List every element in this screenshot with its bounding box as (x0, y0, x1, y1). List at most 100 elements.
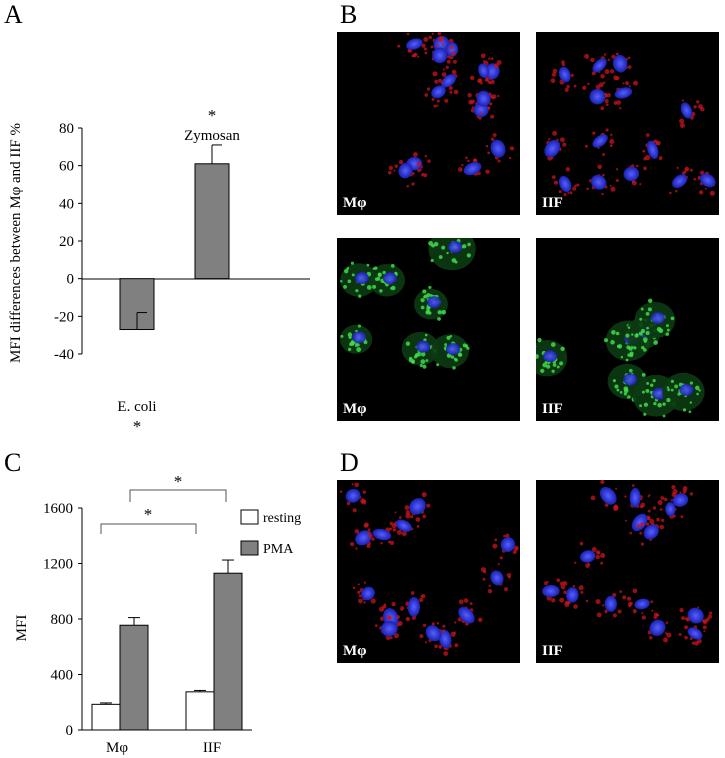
red-granule (615, 179, 619, 182)
bar-PMA (119, 624, 149, 731)
red-granule (617, 609, 622, 614)
red-granule (672, 514, 676, 518)
green-particle (437, 310, 442, 315)
green-particle (347, 279, 352, 284)
y-tick-label: 0 (67, 272, 75, 288)
green-particle (426, 293, 431, 298)
y-tick-label: 60 (59, 159, 74, 175)
red-granule (512, 550, 517, 555)
green-particle (462, 244, 467, 249)
green-particle (634, 333, 639, 338)
red-granule (605, 103, 609, 107)
red-granule (388, 165, 394, 171)
green-particle (419, 363, 423, 368)
legend-swatch-pma (240, 540, 259, 556)
red-granule (689, 637, 693, 641)
red-granule (574, 184, 577, 188)
red-granule (488, 584, 491, 587)
red-granule (497, 563, 500, 566)
red-granule (603, 53, 607, 56)
red-granule (635, 164, 639, 168)
green-particle (446, 335, 451, 340)
red-granule (405, 513, 411, 519)
nucleus (380, 620, 398, 637)
red-granule (595, 599, 601, 605)
green-particle (682, 408, 687, 412)
green-particle (546, 364, 551, 369)
nucleus (355, 530, 372, 546)
red-granule (367, 531, 370, 534)
red-granule (430, 45, 434, 49)
green-particle (641, 372, 646, 377)
green-particle (426, 309, 431, 314)
green-particle (646, 381, 650, 385)
panel-letter-b: B (340, 0, 358, 29)
nucleus (478, 63, 489, 78)
red-granule (426, 503, 431, 508)
red-granule (450, 631, 456, 637)
nucleus (672, 174, 688, 189)
red-granule (487, 80, 491, 84)
red-granule (697, 104, 703, 110)
red-granule (596, 612, 602, 618)
green-particle (633, 346, 637, 350)
green-particle (631, 333, 634, 336)
red-granule (398, 159, 404, 165)
red-granule (449, 90, 453, 94)
nucleus (398, 162, 413, 179)
red-granule (707, 614, 713, 619)
red-granule (559, 137, 565, 143)
green-particle (422, 289, 427, 294)
nucleus (634, 598, 650, 610)
red-granule (503, 534, 506, 538)
red-granule (426, 87, 431, 91)
green-particle (344, 268, 349, 274)
green-particle (542, 362, 548, 368)
green-particle (617, 344, 623, 349)
red-granule (457, 167, 463, 172)
red-granule (693, 177, 697, 181)
red-granule (404, 505, 410, 510)
panel-letter-a: A (4, 0, 23, 29)
nucleus (441, 74, 457, 88)
red-granule (600, 74, 605, 79)
green-particle (441, 245, 446, 250)
red-granule (368, 533, 373, 538)
green-particle (437, 317, 441, 321)
red-granule (675, 189, 678, 193)
green-particle (425, 359, 429, 362)
red-granule (585, 563, 590, 568)
y-axis-label: MFI differences between Mφ and IIF % (8, 123, 24, 363)
green-particle (640, 328, 646, 334)
red-granule (624, 519, 627, 522)
green-particle (347, 332, 353, 337)
nucleus (646, 140, 659, 160)
red-granule (509, 146, 515, 151)
green-particle (550, 342, 556, 347)
red-granule (562, 142, 567, 147)
red-granule (550, 78, 556, 84)
panel-letter-c: C (4, 448, 22, 477)
green-particle (642, 337, 648, 342)
red-granule (613, 75, 618, 81)
red-granule (604, 69, 610, 75)
category-label: Zymosan (184, 128, 240, 144)
red-granule (579, 541, 584, 546)
red-granule (604, 99, 609, 104)
green-particle (639, 404, 643, 408)
green-particle (639, 317, 643, 321)
green-particle (556, 365, 560, 369)
green-particle (349, 341, 355, 346)
red-granule (446, 59, 451, 64)
nucleus (592, 134, 608, 148)
red-granule (358, 598, 363, 604)
red-granule (442, 629, 446, 633)
red-granule (487, 106, 491, 110)
red-granule (506, 572, 512, 578)
nucleus (699, 173, 716, 188)
nucleus (409, 498, 426, 515)
green-particle (649, 383, 654, 387)
nucleus (665, 502, 676, 517)
red-granule (708, 611, 713, 615)
red-granule (591, 547, 597, 553)
